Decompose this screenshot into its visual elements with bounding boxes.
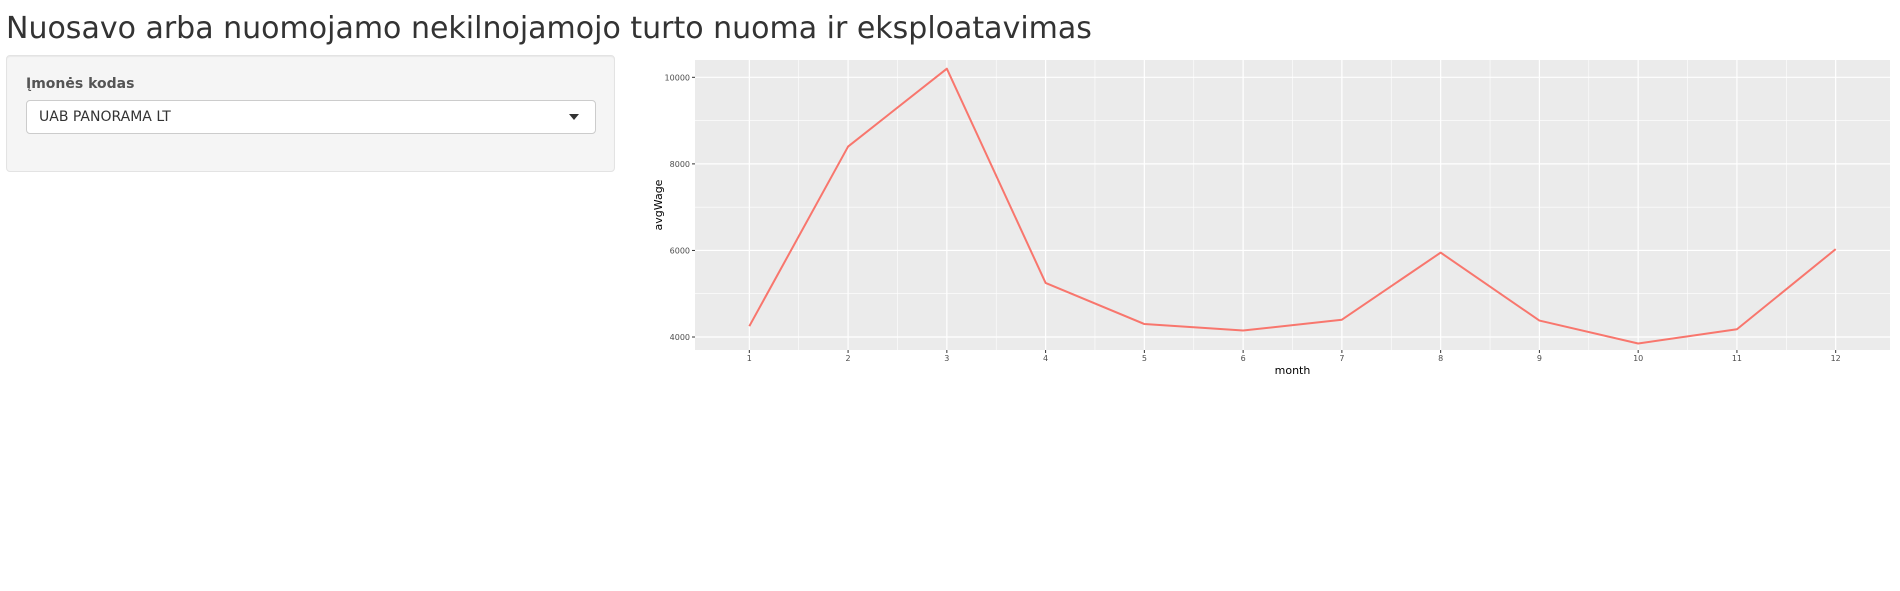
x-tick-label: 5	[1142, 354, 1147, 363]
x-tick-label: 10	[1633, 354, 1643, 363]
avg-wage-chart: 1 2 3 4 5 6 7 8 9 10 11 1240006000800010000monthavg…	[652, 60, 1890, 377]
y-tick-label: 10000	[665, 73, 690, 82]
x-tick-label: 9	[1537, 354, 1542, 363]
sidebar-panel: Įmonės kodas UAB PANORAMA LT	[6, 55, 615, 172]
company-code-select[interactable]: UAB PANORAMA LT	[26, 100, 596, 134]
select-value: UAB PANORAMA LT	[39, 109, 171, 125]
x-tick-label: 12	[1831, 354, 1841, 363]
x-tick-label: 2	[846, 354, 851, 363]
company-code-label: Įmonės kodas	[26, 76, 135, 92]
page-title: Nuosavo arba nuomojamo nekilnojamojo tur…	[6, 11, 1092, 46]
y-tick-label: 6000	[670, 246, 690, 255]
x-axis-title: month	[1275, 364, 1311, 377]
y-axis-title: avgWage	[652, 179, 665, 230]
x-tick-label: 3	[944, 354, 949, 363]
x-tick-label: 6	[1241, 354, 1246, 363]
x-tick-label: 11	[1732, 354, 1742, 363]
x-tick-label: 8	[1438, 354, 1443, 363]
series-line	[748, 67, 1837, 345]
caret-down-icon[interactable]	[569, 114, 579, 120]
x-tick-label: 4	[1043, 354, 1048, 363]
y-tick-label: 8000	[670, 160, 690, 169]
y-tick-label: 4000	[670, 333, 690, 342]
x-tick-label: 7	[1339, 354, 1344, 363]
x-tick-label: 1	[747, 354, 752, 363]
